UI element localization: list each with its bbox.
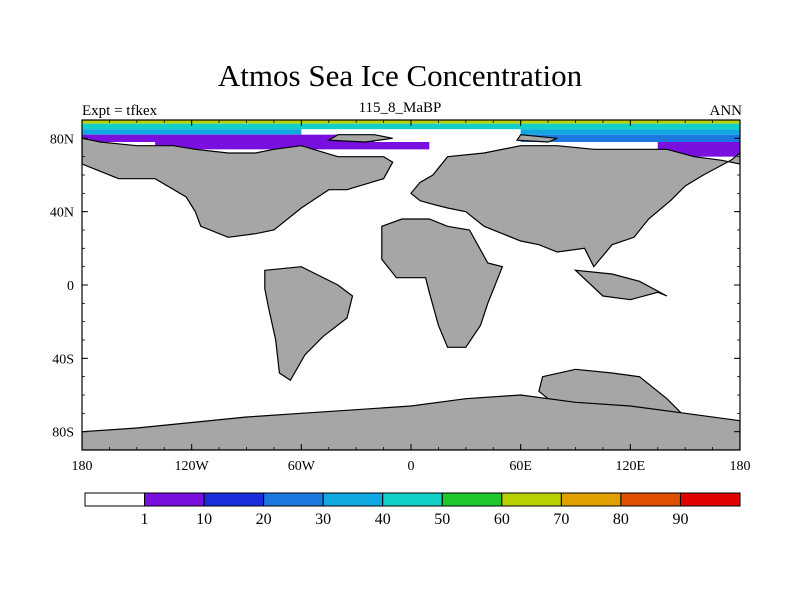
y-tick-label: 80N — [50, 132, 74, 147]
sea-ice-band-2 — [82, 129, 302, 135]
sea-ice-band-6 — [520, 134, 740, 142]
season-label: ANN — [709, 103, 743, 119]
y-tick-label: 40N — [50, 206, 74, 221]
colorbar-box — [84, 492, 146, 507]
colorbar-box — [441, 492, 503, 507]
period-label: 115_8_MaBP — [358, 100, 442, 116]
map-plot-area — [81, 119, 741, 451]
x-tick-label: 120E — [616, 459, 646, 474]
y-tick-label: 40S — [52, 352, 74, 367]
colorbar-box — [203, 492, 265, 507]
land-arctic-island-2 — [515, 134, 558, 143]
colorbar-label: 90 — [672, 511, 688, 528]
y-tick-label: 0 — [67, 279, 74, 294]
x-tick-label: 60W — [288, 459, 316, 474]
sea-ice-band-1 — [82, 123, 740, 130]
colorbar-label: 50 — [434, 511, 450, 528]
colorbar-label: 80 — [613, 511, 629, 528]
map-title: Atmos Sea Ice Concentration — [217, 58, 583, 93]
colorbar-box — [560, 492, 622, 507]
land-antarctica — [82, 394, 740, 450]
latitude-axis: 80N 40N 0 40S 80S — [50, 119, 740, 451]
x-tick-label: 180 — [730, 459, 751, 474]
colorbar-label: 60 — [494, 511, 510, 528]
colorbar-box — [501, 492, 562, 507]
colorbar-box — [322, 492, 384, 507]
colorbar-label: 1 — [141, 511, 149, 528]
colorbar-label: 70 — [553, 511, 569, 528]
colorbar-label: 10 — [196, 511, 212, 528]
colorbar-label: 20 — [256, 511, 272, 528]
sea-ice-band-3 — [520, 129, 740, 135]
colorbar-label: 30 — [315, 511, 331, 528]
longitude-axis: 180 120W 60W 0 60E 120E 180 — [72, 120, 751, 474]
land-europe-asia — [410, 145, 740, 268]
colorbar-box — [144, 492, 205, 507]
sea-ice-band-5 — [155, 142, 430, 150]
map-content — [82, 120, 740, 450]
land-arctic-island-1 — [326, 134, 393, 143]
colorbar-box — [263, 492, 324, 507]
colorbar-label: 40 — [375, 511, 391, 528]
sea-ice-band-4 — [82, 134, 375, 142]
x-tick-label: 60E — [509, 459, 532, 474]
land-south-america — [264, 266, 354, 382]
x-tick-label: 120W — [175, 459, 210, 474]
colorbar-box — [679, 492, 741, 507]
land-north-america — [82, 137, 394, 238]
colorbar: 1 10 20 30 40 50 60 70 80 90 — [84, 492, 741, 528]
x-tick-label: 180 — [72, 459, 93, 474]
colorbar-box — [620, 492, 681, 507]
colorbar-box — [382, 492, 443, 507]
x-tick-label: 0 — [408, 459, 415, 474]
y-tick-label: 80S — [52, 426, 74, 441]
land-africa — [381, 218, 504, 348]
experiment-label: Expt = tfkex — [82, 103, 158, 119]
land-india-asia-south — [573, 269, 668, 301]
